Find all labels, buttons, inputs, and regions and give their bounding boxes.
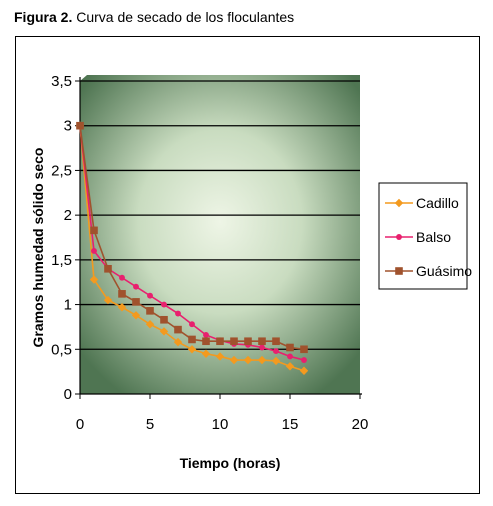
x-tick-label: 5 [146, 416, 154, 433]
y-axis-title: Gramos humedad sólido seco [30, 148, 46, 348]
data-point [89, 275, 99, 284]
data-point [90, 226, 98, 235]
data-point [203, 332, 209, 338]
y-tick-label: 2 [64, 207, 72, 224]
data-point [174, 325, 182, 334]
data-point [202, 337, 210, 346]
data-point [103, 295, 113, 305]
figure-caption: Figura 2. Curva de secado de los flocula… [14, 9, 294, 25]
data-point [117, 303, 127, 312]
y-tick-label: 3,5 [51, 73, 72, 90]
x-tick-label: 15 [282, 416, 299, 433]
data-point [119, 274, 125, 281]
data-point [173, 337, 183, 347]
data-point [189, 321, 195, 328]
data-point [299, 366, 309, 375]
data-point [187, 345, 197, 354]
data-point [104, 265, 112, 273]
legend-label: Cadillo [416, 195, 459, 211]
data-point [258, 337, 266, 346]
data-point [244, 337, 252, 346]
data-point [91, 247, 97, 254]
data-point [131, 311, 141, 320]
data-point [76, 121, 84, 130]
data-point [285, 362, 295, 371]
x-tick-label: 0 [76, 416, 84, 433]
legend-label: Guásimo [416, 263, 472, 279]
y-tick-label: 2,5 [51, 162, 72, 179]
data-point [273, 348, 279, 355]
figure-label: Figura 2. [14, 9, 73, 25]
data-point [188, 335, 196, 344]
data-point [159, 327, 169, 336]
data-point [201, 349, 211, 358]
data-point [161, 301, 167, 308]
y-tick-label: 0,5 [51, 341, 72, 358]
x-tick-label: 10 [212, 416, 229, 433]
data-point [160, 315, 168, 324]
data-point [272, 337, 280, 346]
data-point [147, 292, 153, 299]
figure-title: Curva de secado de los floculantes [76, 9, 295, 25]
data-point [216, 337, 224, 346]
data-point [287, 353, 293, 360]
data-point [396, 234, 402, 240]
data-point [230, 337, 238, 346]
data-point [215, 352, 225, 361]
y-tick-label: 1 [64, 297, 72, 314]
data-point [146, 307, 154, 315]
data-point [229, 355, 239, 365]
data-point [286, 343, 294, 352]
figure-frame [15, 36, 480, 494]
data-point [118, 290, 126, 298]
data-point [395, 267, 403, 275]
x-axis-title: Tiempo (horas) [180, 455, 281, 471]
data-point [257, 355, 267, 365]
data-point [300, 345, 308, 354]
data-point [132, 298, 140, 306]
data-point [259, 344, 265, 351]
data-point [301, 357, 307, 363]
data-point [175, 310, 181, 317]
plot-area-front [80, 81, 360, 394]
y-tick-label: 0 [64, 386, 72, 403]
legend-label: Balso [416, 229, 451, 245]
data-point [133, 283, 139, 290]
y-tick-label: 3 [64, 118, 72, 135]
data-point [271, 356, 281, 366]
x-tick-label: 20 [352, 416, 369, 433]
data-point [145, 320, 155, 329]
y-tick-label: 1,5 [51, 252, 72, 269]
data-point [394, 198, 404, 208]
data-point [243, 355, 253, 365]
